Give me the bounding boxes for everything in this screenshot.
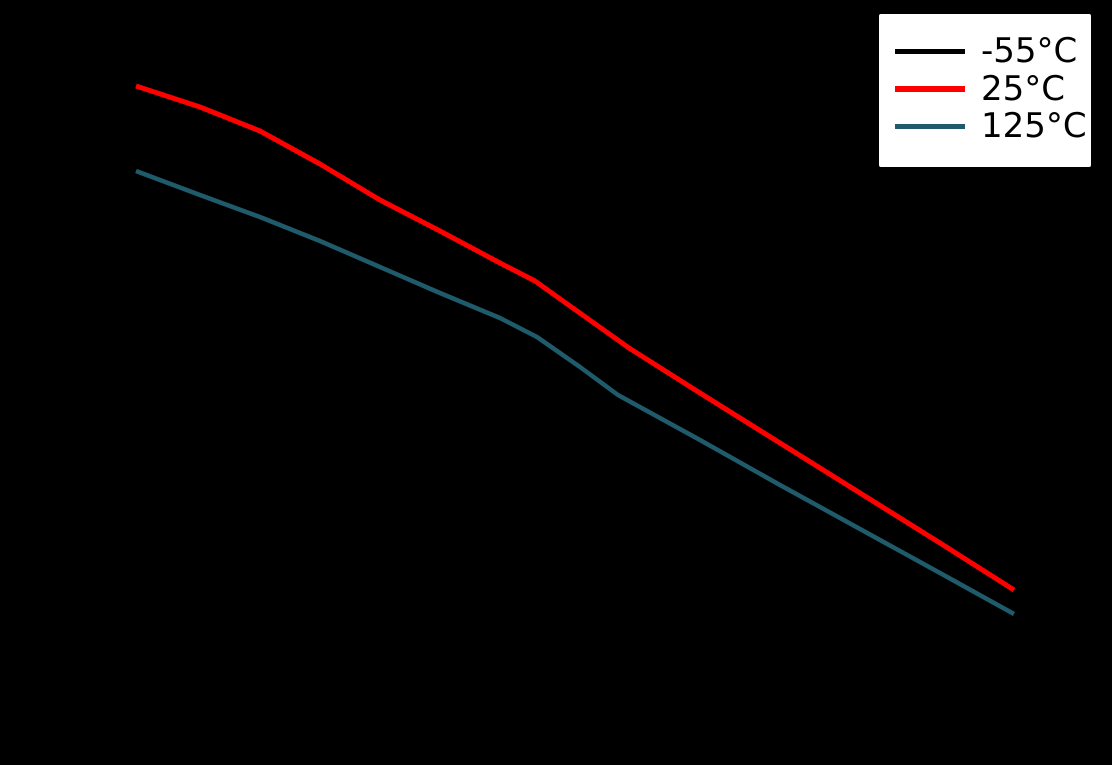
legend-line-swatch-25c [895,86,965,92]
legend-label: 25°C [981,68,1066,109]
legend-label: 125°C [981,106,1087,146]
series-line-125c [135,168,1016,616]
legend-label: -55°C [981,31,1078,71]
legend-entry: 25°C [879,68,1091,109]
legend: -55°C 25°C 125°C [879,14,1091,167]
legend-entry: -55°C [879,33,1091,70]
series-line-25c [135,83,1016,593]
legend-line-swatch-minus55c [895,48,965,55]
legend-line-swatch-125c [895,123,965,130]
legend-entry: 125°C [879,108,1091,145]
